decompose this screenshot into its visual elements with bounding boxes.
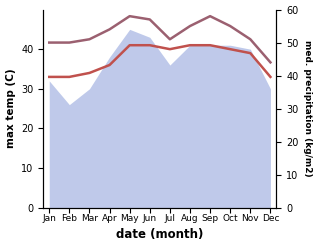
Y-axis label: med. precipitation (kg/m2): med. precipitation (kg/m2) <box>303 40 313 177</box>
Y-axis label: max temp (C): max temp (C) <box>5 69 16 148</box>
X-axis label: date (month): date (month) <box>116 228 204 242</box>
